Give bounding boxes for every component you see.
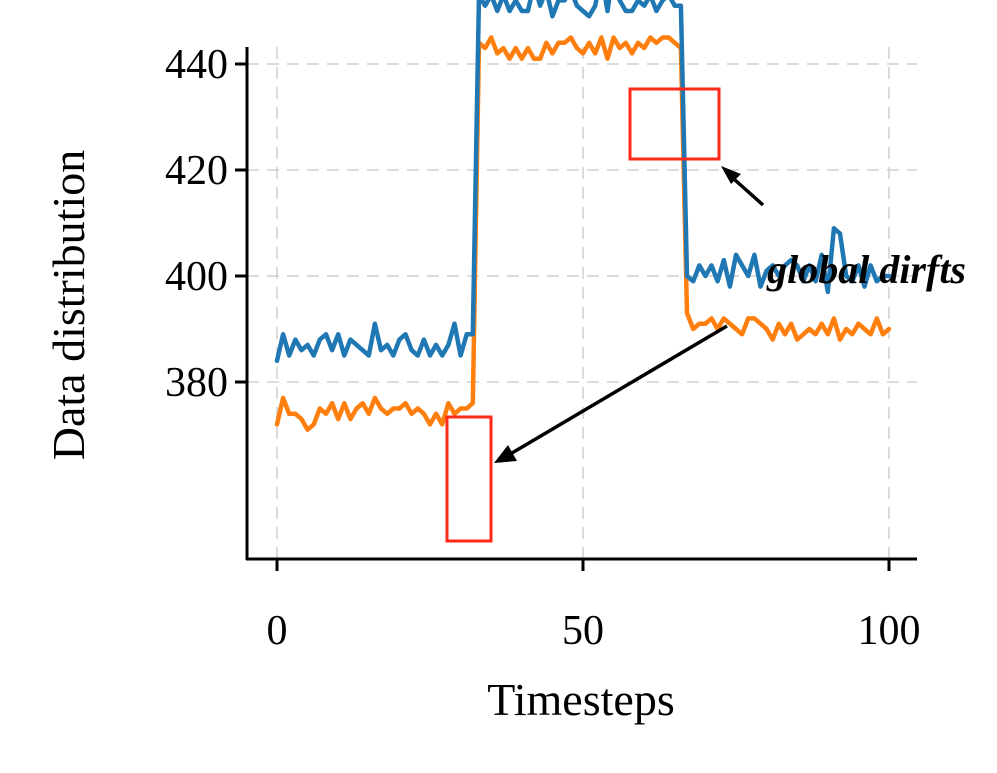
x-axis-title: Timesteps [487,674,674,725]
y-tick-label: 420 [165,148,228,194]
x-tick-label: 100 [858,608,921,654]
grid [247,47,917,559]
series-line-2 [274,35,892,432]
x-tick-label: 0 [267,608,288,654]
x-tick-label: 50 [562,608,604,654]
annotation-arrows [494,166,765,463]
arrow-to-upper-box [733,178,765,207]
highlight-box-transition-up [445,415,493,543]
series-layer [274,0,892,432]
arrow-to-lower-box [511,324,728,455]
y-tick-label: 380 [165,360,228,406]
arrowhead-lower [494,445,517,463]
y-tick-label: 440 [165,42,228,88]
axes [245,47,917,561]
series-line-1 [274,0,892,364]
arrowhead-upper [721,166,741,184]
highlight-box-transition-down [628,87,721,161]
y-axis-title: Data distribution [43,150,94,460]
highlight-boxes [445,87,721,543]
x-ticks: 0 50 100 [267,559,921,654]
annotation-label: global dirfts [766,247,966,292]
y-ticks: 380400420440460 [165,42,247,406]
y-tick-label: 400 [165,254,228,300]
